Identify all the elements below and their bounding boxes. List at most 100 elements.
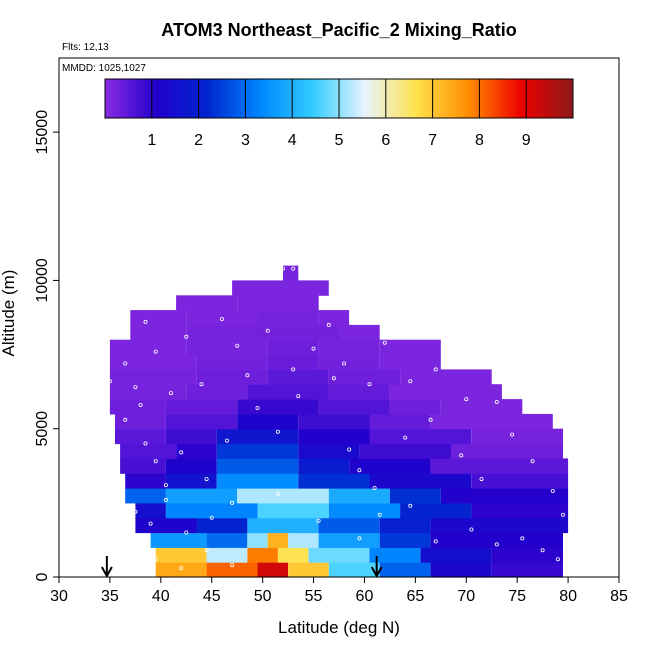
heatmap-cell [165,502,258,519]
colorbar-swatch [147,79,153,118]
heatmap-cell [318,517,380,534]
profile-marker-arrowhead [100,566,113,579]
sample-point [291,367,296,372]
heatmap-cell [318,354,380,370]
heatmap-cell [237,413,299,430]
sample-point [168,391,173,396]
sample-point [428,417,433,422]
heatmap-cell [186,384,248,400]
colorbar-swatch [151,79,157,118]
colorbar-tick-label: 1 [147,132,156,149]
heatmap-cell [379,354,441,370]
sample-point [265,328,270,333]
heatmap-cell [196,517,248,534]
colorbar-swatch [459,79,465,118]
colorbar-swatch [350,79,356,118]
colorbar-swatch [428,79,434,118]
heatmap-cell [369,547,421,563]
colorbar-swatch [522,79,527,118]
colorbar-swatch [409,79,414,118]
colorbar-swatch [475,79,480,118]
sample-point [408,503,413,508]
heatmap-cell [165,413,238,430]
colorbar-swatch [448,79,453,118]
heatmap-cell [430,517,569,534]
heatmap-cell [328,488,390,504]
colorbar-swatch [479,79,484,118]
heatmap-cell [109,399,166,415]
sample-point [331,376,336,381]
sample-point [179,566,184,571]
heatmap-cell [430,458,569,474]
colorbar-swatch [128,79,133,118]
colorbar-swatch [346,79,352,118]
colorbar-swatch [206,79,211,118]
heatmap-cell [237,295,319,311]
sample-point [535,408,540,413]
colorbar-swatch [378,79,383,118]
heatmap-cell [328,502,401,519]
sample-point [138,402,143,407]
heatmap-cell [298,413,370,430]
heatmap-cell [130,310,187,326]
colorbar-swatch [120,79,125,118]
heatmap-cell [379,517,431,534]
sample-point [540,548,545,553]
colorbar-swatch [237,79,242,118]
colorbar-swatch [272,79,278,118]
colorbar-swatch [335,79,340,118]
heatmap-cell [430,532,563,548]
sample-point [433,539,438,544]
colorbar-swatch [393,79,398,118]
colorbar-swatch [229,79,235,118]
heatmap-cell [400,369,492,385]
y-axis-label: Altitude (m) [0,270,18,357]
colorbar-swatch [241,79,246,118]
heatmap-cell [298,458,350,474]
sample-point [561,512,566,517]
colorbar-swatch [249,79,254,118]
colorbar-swatch [233,79,239,118]
colorbar-swatch [159,79,164,118]
heatmap-cell [328,562,380,578]
heatmap-cell [165,473,217,489]
colorbar-swatch [276,79,281,118]
colorbar-swatch [557,79,562,118]
heatmap-cell [247,532,268,548]
sample-point [291,266,296,271]
colorbar-swatch [444,79,449,118]
colorbar-swatch [436,79,441,118]
heatmap-cell [216,428,299,445]
heatmap-cell [318,339,380,356]
heatmap-cell [135,502,166,519]
colorbar-swatch [190,79,196,118]
y-axis-tick-label: 10000 [34,258,51,303]
colorbar-swatch [510,79,515,118]
sample-point [133,385,138,390]
heatmap-cell [369,428,472,445]
sample-point [148,521,153,526]
colorbar-swatch [264,79,270,118]
colorbar-swatch [467,79,473,118]
heatmap-cell [155,547,207,563]
x-axis-tick-label: 85 [610,588,628,605]
heatmap-cell [216,473,299,489]
heatmap-cell [206,547,248,563]
sample-point [372,485,377,490]
sample-point [235,343,240,348]
colorbar-swatch [319,79,324,118]
colorbar-swatch [112,79,118,118]
heatmap-cell [206,562,258,578]
sample-point [184,530,189,535]
colorbar-swatch [183,79,188,118]
heatmap-cell [109,384,187,400]
colorbar-tick-label: 7 [428,132,437,149]
plot-frame [58,57,620,578]
colorbar-swatch [136,79,141,118]
heatmap-cell [308,547,370,563]
heatmap-cell [165,458,217,474]
sample-point [494,399,499,404]
y-axis-tick-label: 15000 [34,110,51,155]
colorbar-swatch [545,79,551,118]
heatmap-cell [150,532,207,548]
